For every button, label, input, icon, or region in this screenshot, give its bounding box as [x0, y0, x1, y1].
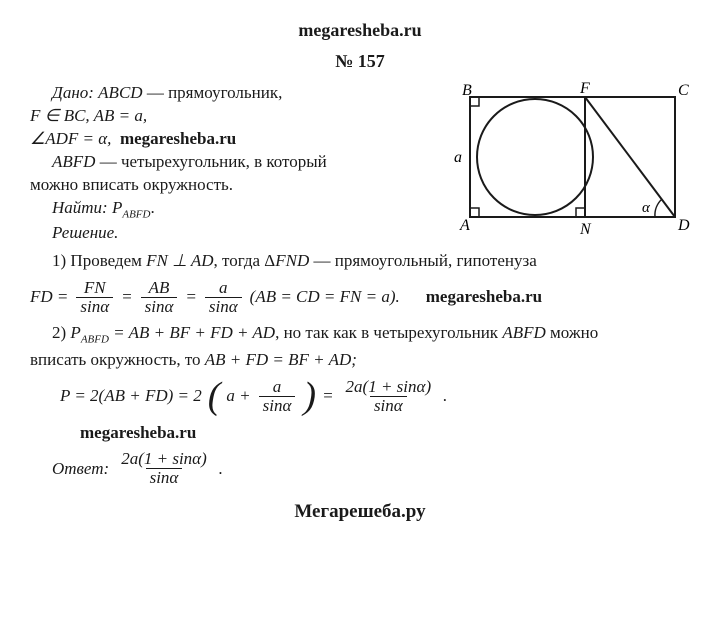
svg-text:C: C: [678, 82, 689, 99]
svg-text:D: D: [677, 217, 690, 234]
s2c: = AB + BF + FD + AD: [109, 323, 275, 342]
watermark-inline-2: megaresheba.ru: [426, 285, 542, 309]
given-l4a: ABFD: [52, 152, 95, 171]
watermark-top: megaresheba.ru: [30, 20, 690, 41]
svg-text:F: F: [579, 82, 590, 97]
svg-text:A: A: [459, 217, 470, 234]
find-val: P: [112, 198, 122, 217]
problem-number: № 157: [30, 51, 690, 72]
s2d: , но так как в четырехугольник: [275, 323, 502, 342]
s2b: P: [70, 323, 80, 342]
given-label: Дано:: [52, 83, 94, 102]
given-l2: F ∈ BC, AB = a,: [30, 105, 430, 128]
given-l5: можно вписать окружность.: [30, 174, 430, 197]
watermark-inline-3: megaresheba.ru: [80, 421, 690, 445]
watermark-inline-1: megaresheba.ru: [120, 129, 236, 148]
s2a: 2): [52, 323, 70, 342]
watermark-bottom: Мегарешеба.ру: [30, 501, 690, 523]
s1e: — прямоугольный, гипотенуза: [309, 251, 536, 270]
svg-text:α: α: [642, 200, 651, 216]
s1d: FND: [275, 251, 309, 270]
svg-text:B: B: [462, 82, 472, 99]
s1c: , тогда Δ: [214, 251, 276, 270]
svg-text:N: N: [579, 221, 592, 238]
given-block: Дано: ABCD — прямоугольник, F ∈ BC, AB =…: [30, 82, 690, 245]
s2f: можно: [546, 323, 598, 342]
given-l4b: — четырехугольник, в который: [95, 152, 326, 171]
formula-p: P = 2(AB + FD) = 2 ( a + asinα ) = 2a(1 …: [60, 378, 690, 415]
given-l1b: — прямоугольник,: [143, 83, 283, 102]
given-l3: ∠ADF = α,: [30, 129, 111, 148]
s2e: ABFD: [502, 323, 545, 342]
s2sub: ABFD: [81, 334, 109, 346]
s2h: AB + FD = BF + AD;: [205, 350, 357, 369]
s1b: FN ⊥ AD: [146, 251, 213, 270]
solution-body: 1) Проведем FN ⊥ AD, тогда ΔFND — прямоу…: [30, 249, 690, 487]
find-label: Найти:: [52, 198, 108, 217]
svg-text:a: a: [454, 149, 462, 166]
s1a: 1) Проведем: [52, 251, 146, 270]
geometry-diagram: B F C A N D a α: [440, 82, 690, 242]
solution-label: Решение.: [30, 222, 430, 245]
formula-fd: FD = FNsinα = ABsinα = asinα (AB = CD = …: [30, 279, 690, 316]
given-l1a: ABCD: [98, 83, 142, 102]
s2g: вписать окружность, то: [30, 350, 205, 369]
answer-line: Ответ: 2a(1 + sinα)sinα .: [52, 450, 690, 487]
find-sub: ABFD: [122, 208, 150, 220]
